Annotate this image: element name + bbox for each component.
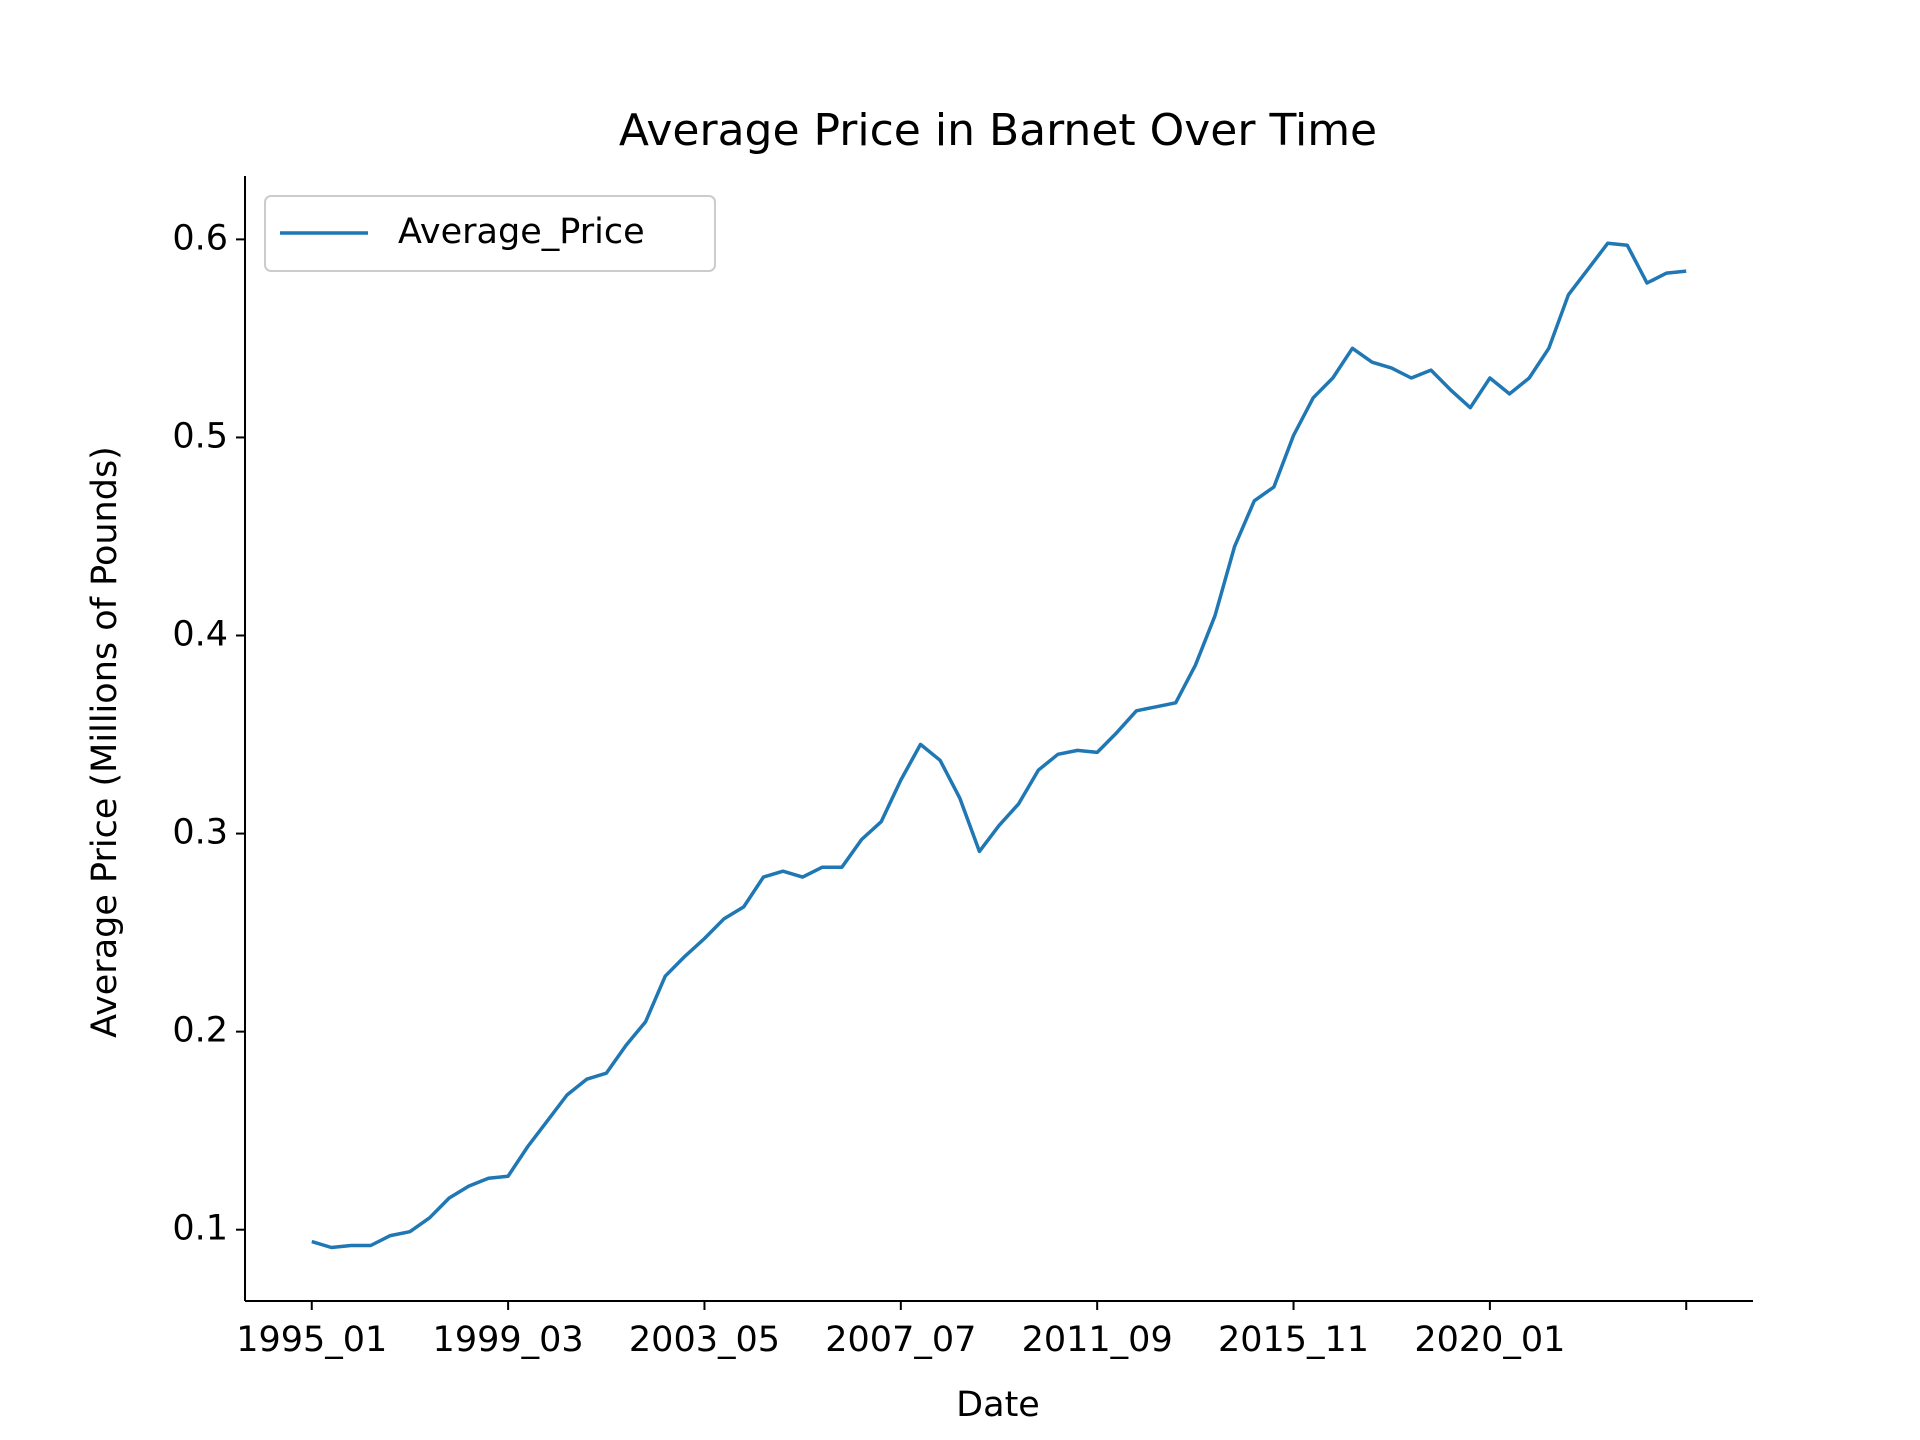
x-tick-label: 2003_05 (629, 1320, 780, 1360)
legend-box (264, 195, 716, 272)
x-tick-label: 2007_07 (825, 1320, 976, 1360)
y-tick-label: 0.4 (172, 615, 228, 655)
y-axis-label: Average Price (Millions of Pounds) (85, 446, 125, 1038)
y-tick-label: 0.1 (172, 1209, 228, 1249)
x-tick-label: 1999_03 (433, 1320, 584, 1360)
y-tick-label: 0.2 (172, 1011, 228, 1051)
x-tick-label: 1995_01 (236, 1320, 387, 1360)
y-tick-label: 0.5 (172, 416, 228, 456)
y-tick-label: 0.6 (172, 218, 228, 258)
chart-title: Average Price in Barnet Over Time (619, 105, 1377, 156)
x-tick-label: 2020_01 (1414, 1320, 1565, 1360)
x-tick-label: 2015_11 (1218, 1320, 1369, 1360)
x-axis-label: Date (956, 1385, 1040, 1425)
legend-label: Average_Price (398, 212, 645, 252)
line (311, 241, 1687, 1250)
y-tick-label: 0.3 (172, 813, 228, 853)
x-tick-label: 2011_09 (1022, 1320, 1173, 1360)
